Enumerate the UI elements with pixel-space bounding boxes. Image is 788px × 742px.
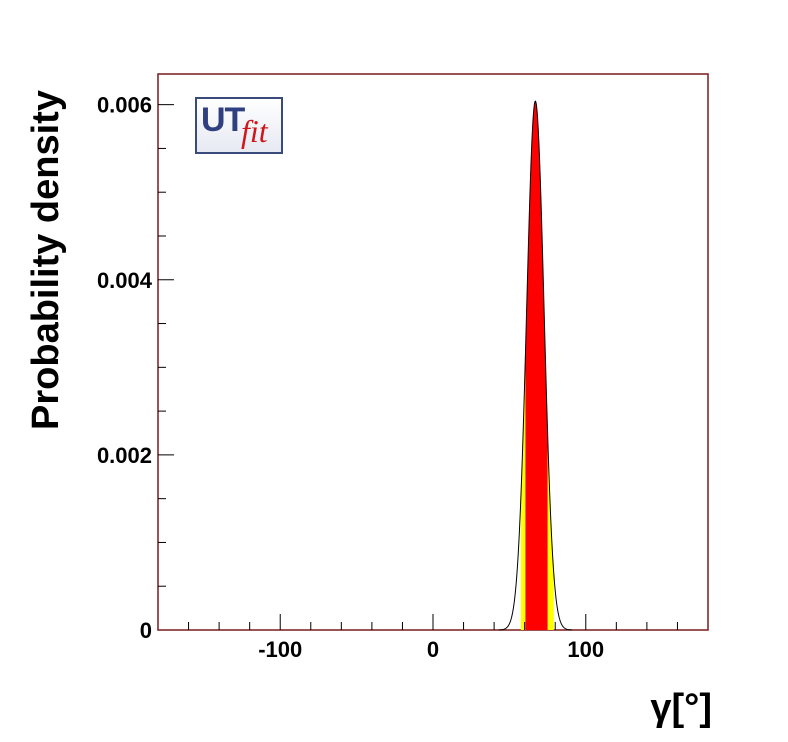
density-curve [498,100,572,631]
x-tick-label: -100 [258,637,302,662]
utfit-logo: UT fit [195,97,283,154]
y-tick-label: 0.002 [97,443,152,468]
y-tick-label: 0 [140,618,152,643]
y-tick-label: 0.004 [97,268,153,293]
y-axis-title: Probability density [25,90,67,430]
band-1 [525,101,548,630]
x-tick-label: 100 [567,637,604,662]
logo-ut-text: UT [201,101,245,139]
x-axis-title: γ[°] [650,687,712,729]
x-tick-label: 0 [427,637,439,662]
plot-frame [157,73,709,631]
logo-fit-text: fit [241,113,268,149]
y-tick-label: 0.006 [97,93,152,118]
